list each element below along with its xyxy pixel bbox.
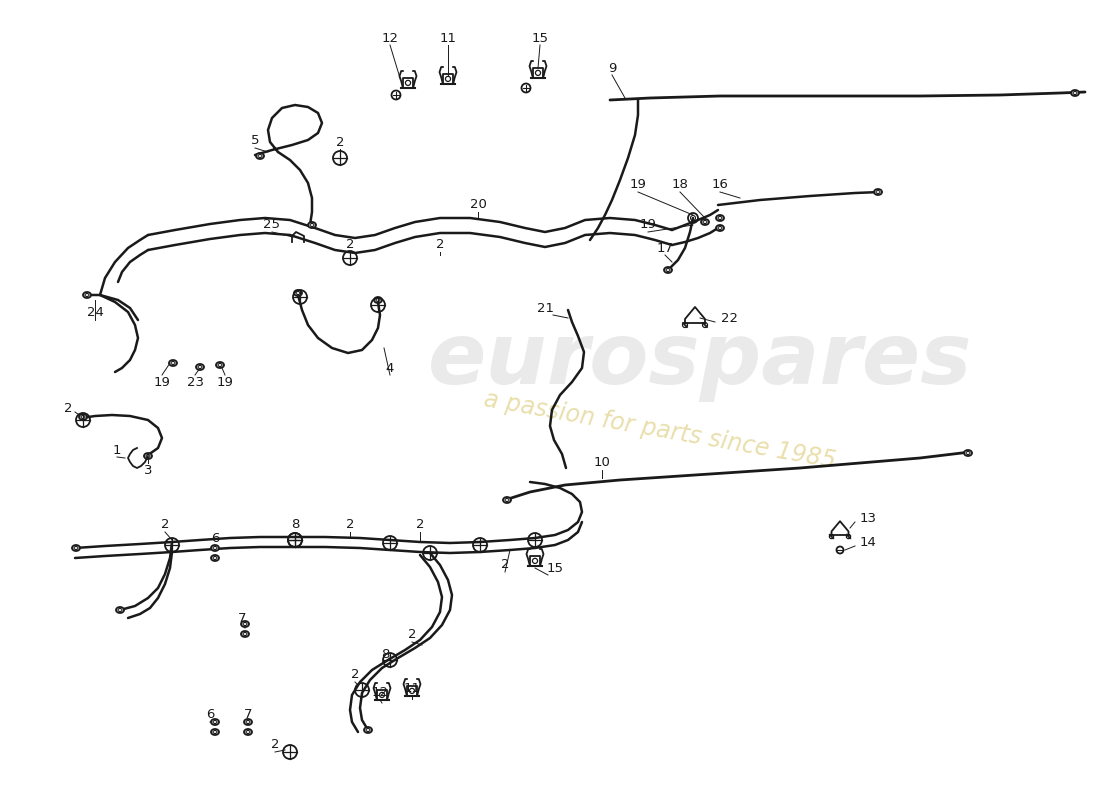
Text: 10: 10 xyxy=(594,455,610,469)
Text: 25: 25 xyxy=(264,218,280,231)
Text: 15: 15 xyxy=(547,562,563,574)
Text: 7: 7 xyxy=(238,611,246,625)
Text: 24: 24 xyxy=(87,306,103,318)
Ellipse shape xyxy=(716,215,724,221)
Text: 12: 12 xyxy=(372,686,388,698)
Text: 21: 21 xyxy=(537,302,553,314)
Text: 7: 7 xyxy=(244,709,252,722)
Ellipse shape xyxy=(169,360,177,366)
Text: 5: 5 xyxy=(251,134,260,146)
Ellipse shape xyxy=(72,545,80,551)
Text: 19: 19 xyxy=(629,178,647,191)
Text: 8: 8 xyxy=(290,518,299,531)
Ellipse shape xyxy=(244,729,252,735)
Text: 11: 11 xyxy=(440,31,456,45)
Ellipse shape xyxy=(364,727,372,733)
Ellipse shape xyxy=(664,267,672,273)
Ellipse shape xyxy=(196,364,204,370)
Text: 22: 22 xyxy=(722,311,738,325)
Text: 12: 12 xyxy=(382,31,398,45)
Text: 6: 6 xyxy=(206,709,214,722)
Text: 4: 4 xyxy=(386,362,394,374)
Ellipse shape xyxy=(1071,90,1079,96)
Text: 19: 19 xyxy=(639,218,657,231)
Text: 2: 2 xyxy=(271,738,279,751)
Ellipse shape xyxy=(294,290,302,296)
Ellipse shape xyxy=(144,453,152,459)
Text: 11: 11 xyxy=(404,682,420,694)
Ellipse shape xyxy=(211,555,219,561)
Ellipse shape xyxy=(241,621,249,627)
Text: 13: 13 xyxy=(859,511,877,525)
Ellipse shape xyxy=(308,222,316,228)
Text: 3: 3 xyxy=(144,463,152,477)
Ellipse shape xyxy=(79,414,87,420)
Ellipse shape xyxy=(116,607,124,613)
Ellipse shape xyxy=(216,362,224,368)
Text: 23: 23 xyxy=(187,375,204,389)
Text: 2: 2 xyxy=(436,238,444,251)
Ellipse shape xyxy=(211,729,219,735)
Text: 19: 19 xyxy=(217,375,233,389)
Ellipse shape xyxy=(211,545,219,551)
Text: 2: 2 xyxy=(345,238,354,251)
Text: eurospares: eurospares xyxy=(428,318,972,402)
Text: 19: 19 xyxy=(154,375,170,389)
Text: 2: 2 xyxy=(336,135,344,149)
Ellipse shape xyxy=(716,225,724,231)
Text: 2: 2 xyxy=(351,669,360,682)
Text: 2: 2 xyxy=(500,558,509,571)
Ellipse shape xyxy=(256,153,264,159)
Text: 15: 15 xyxy=(531,31,549,45)
Ellipse shape xyxy=(82,292,91,298)
Text: 2: 2 xyxy=(345,518,354,531)
Ellipse shape xyxy=(874,189,882,195)
Ellipse shape xyxy=(241,631,249,637)
Text: 2: 2 xyxy=(161,518,169,531)
Ellipse shape xyxy=(244,719,252,725)
Text: a passion for parts since 1985: a passion for parts since 1985 xyxy=(482,387,838,473)
Ellipse shape xyxy=(964,450,972,456)
Text: 2: 2 xyxy=(416,518,425,531)
Text: 8: 8 xyxy=(381,649,389,662)
Text: 2: 2 xyxy=(408,629,416,642)
Text: 6: 6 xyxy=(211,531,219,545)
Text: 20: 20 xyxy=(470,198,486,211)
Text: 14: 14 xyxy=(859,535,877,549)
Ellipse shape xyxy=(374,297,382,303)
Text: 2: 2 xyxy=(64,402,73,414)
Text: 16: 16 xyxy=(712,178,728,191)
Ellipse shape xyxy=(211,719,219,725)
Text: 17: 17 xyxy=(657,242,673,254)
Text: 18: 18 xyxy=(672,178,689,191)
Ellipse shape xyxy=(701,219,710,225)
Text: 1: 1 xyxy=(112,443,121,457)
Text: 9: 9 xyxy=(608,62,616,74)
Ellipse shape xyxy=(503,497,512,503)
